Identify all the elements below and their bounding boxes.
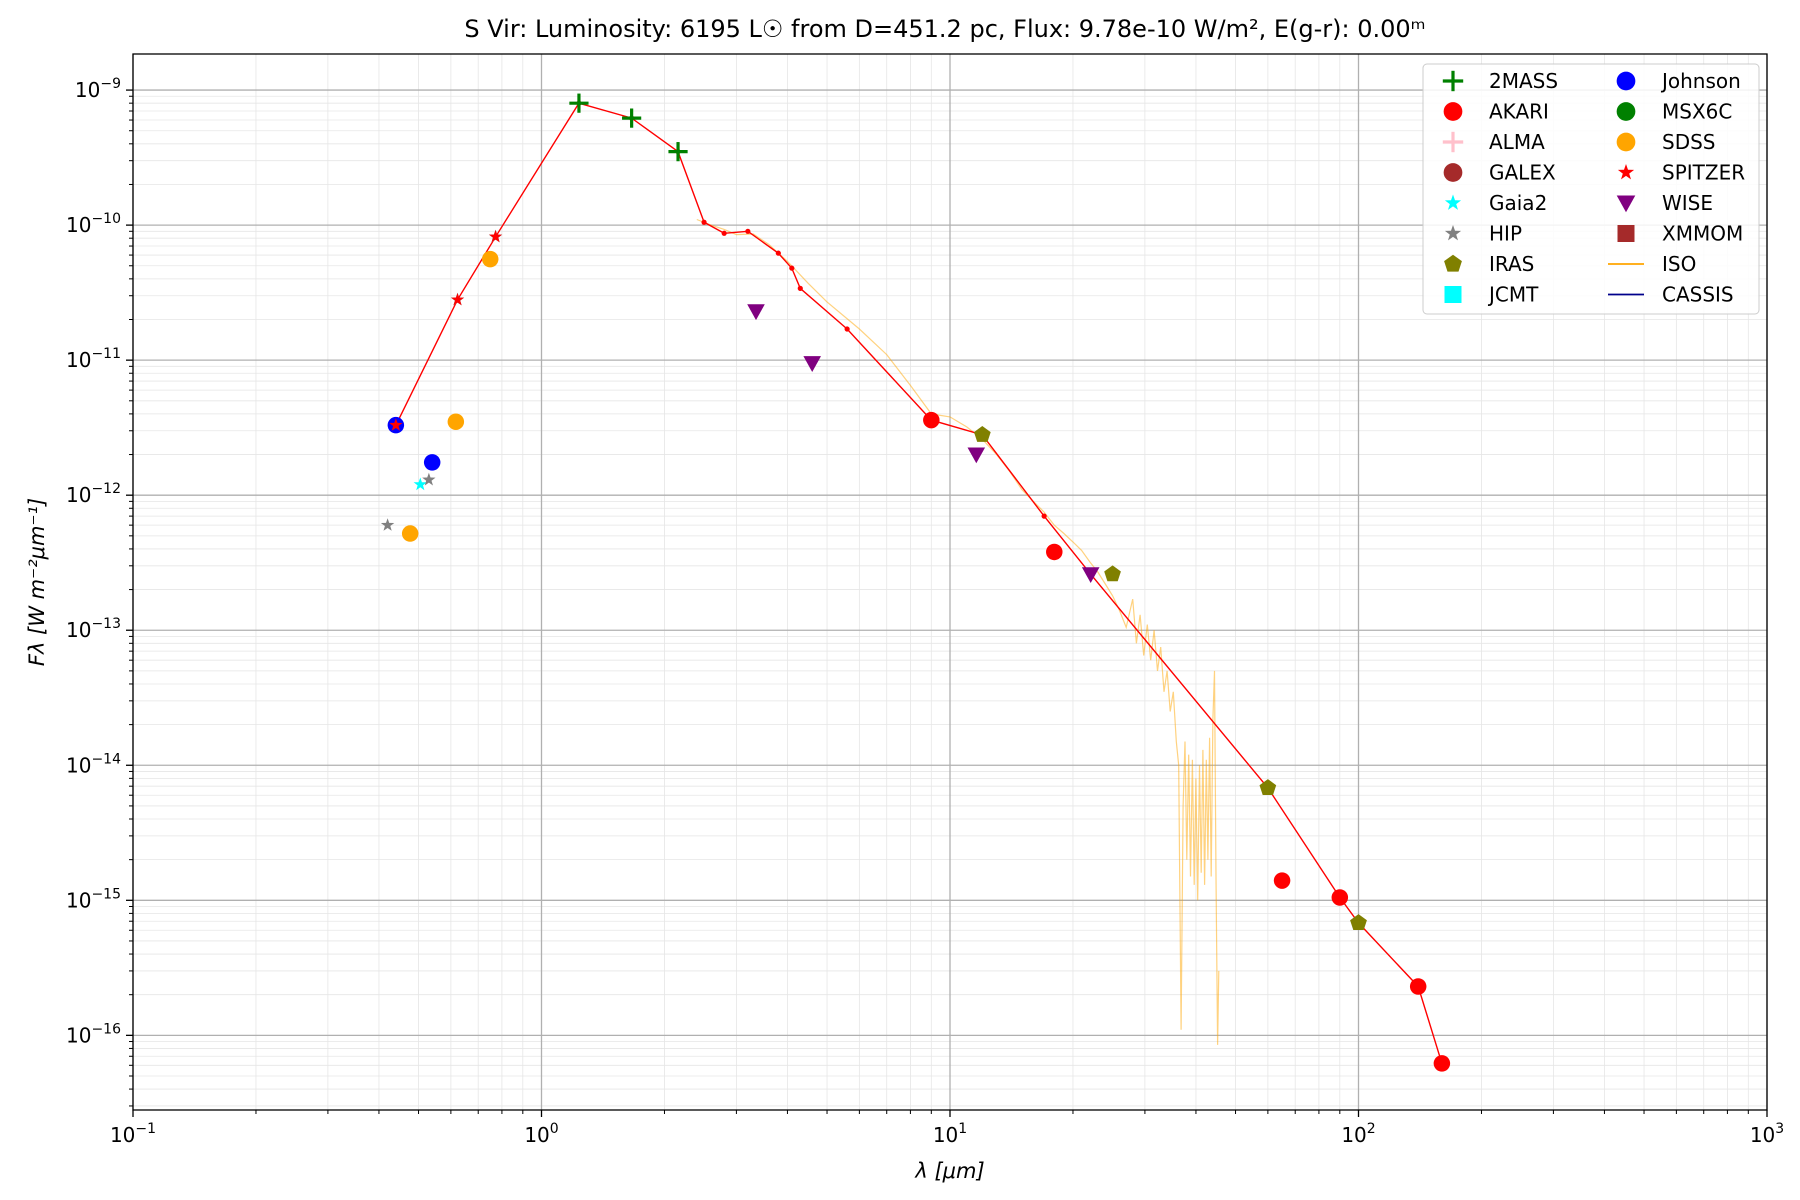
model-point — [701, 219, 707, 225]
model-point — [745, 228, 751, 234]
model-point — [797, 285, 803, 291]
point-akari — [1273, 872, 1291, 889]
legend-label: XMMOM — [1662, 222, 1743, 246]
point-iras — [1104, 565, 1121, 582]
iso-spectrum-line — [696, 218, 1220, 1045]
legend-marker — [1617, 164, 1635, 180]
legend-item: ISO — [1608, 252, 1696, 276]
model-line — [395, 102, 1443, 1064]
model-point — [789, 265, 795, 271]
legend-label: Johnson — [1660, 69, 1741, 93]
legend-item: 2MASS — [1442, 69, 1558, 93]
point-2mass — [622, 108, 642, 128]
point-2mass — [668, 142, 688, 162]
point-sdss — [481, 250, 499, 268]
legend-marker — [1443, 102, 1463, 121]
legend-item: XMMOM — [1617, 222, 1743, 246]
point-hip — [380, 518, 395, 531]
point-spitzer — [389, 418, 403, 431]
model-point — [1041, 513, 1047, 519]
legend-marker — [1617, 225, 1635, 242]
model-point — [775, 250, 781, 256]
legend-item: AKARI — [1443, 100, 1549, 124]
point-johnson — [423, 454, 441, 471]
point-sdss — [401, 525, 419, 542]
legend-label: SPITZER — [1662, 161, 1745, 185]
model-point — [844, 326, 850, 332]
legend-item: GALEX — [1443, 161, 1556, 185]
legend-marker — [1442, 131, 1464, 153]
chart-title: S Vir: Luminosity: 6195 L☉ from D=451.2 … — [464, 15, 1425, 43]
legend-marker — [1616, 195, 1636, 213]
legend-item: CASSIS — [1608, 283, 1734, 307]
x-axis-label: λ [μm] — [914, 1159, 984, 1183]
legend-label: IRAS — [1489, 252, 1534, 276]
legend-box — [1422, 63, 1760, 315]
point-akari — [923, 411, 940, 429]
legend-item: SDSS — [1616, 130, 1716, 154]
legend-item: MSX6C — [1616, 100, 1732, 124]
legend-item: Gaia2 — [1444, 191, 1547, 215]
legend: 2MASS AKARI ALMA GALEX Gaia2 HIP IRAS JCMT Johns… — [1422, 63, 1760, 315]
legend-label: Gaia2 — [1489, 191, 1547, 215]
model-point — [721, 230, 727, 236]
legend-marker — [1444, 194, 1462, 210]
point-akari — [1331, 889, 1349, 906]
legend-item: HIP — [1444, 222, 1522, 246]
legend-marker — [1443, 163, 1463, 182]
y-axis-label: Fλ [W m⁻²μm⁻¹] — [25, 498, 49, 666]
legend-item: JCMT — [1444, 283, 1539, 307]
legend-label: WISE — [1662, 191, 1713, 215]
iso-spectrum-layer — [696, 218, 1220, 1045]
legend-label: MSX6C — [1662, 100, 1732, 124]
point-wise — [747, 304, 765, 321]
point-spitzer — [450, 292, 465, 306]
legend-marker — [1616, 102, 1636, 121]
point-gaia2 — [413, 477, 427, 491]
legend-marker — [1616, 132, 1636, 152]
y-tick-label: 10−9 — [75, 76, 121, 102]
point-iras — [1259, 779, 1277, 795]
legend-marker — [1444, 254, 1462, 272]
legend-marker — [1616, 71, 1636, 91]
point-akari — [1409, 978, 1427, 995]
point-sdss — [447, 413, 465, 430]
point-2mass — [569, 93, 589, 113]
point-wise — [967, 447, 986, 464]
point-iras — [974, 426, 991, 442]
legend-marker — [1442, 70, 1464, 92]
legend-label: JCMT — [1487, 283, 1539, 307]
legend-item: IRAS — [1444, 252, 1534, 276]
legend-label: AKARI — [1489, 100, 1549, 124]
legend-label: HIP — [1489, 222, 1522, 246]
legend-item: Johnson — [1616, 69, 1741, 93]
legend-item: WISE — [1616, 191, 1713, 215]
point-iras — [1350, 914, 1367, 930]
point-akari — [1433, 1055, 1451, 1072]
legend-item: ALMA — [1442, 130, 1545, 154]
point-hip — [422, 472, 436, 486]
point-akari — [1046, 543, 1063, 561]
legend-label: ALMA — [1489, 130, 1545, 154]
legend-label: SDSS — [1662, 130, 1716, 154]
legend-marker — [1444, 225, 1462, 241]
legend-marker — [1444, 286, 1462, 303]
point-wise — [803, 356, 821, 372]
point-wise — [1081, 567, 1100, 583]
point-spitzer — [488, 229, 503, 243]
legend-label: ISO — [1662, 252, 1696, 276]
data-markers-layer — [380, 93, 1451, 1072]
legend-label: 2MASS — [1489, 69, 1558, 93]
legend-item: SPITZER — [1617, 161, 1745, 185]
legend-label: GALEX — [1489, 161, 1556, 185]
legend-label: CASSIS — [1662, 283, 1734, 307]
